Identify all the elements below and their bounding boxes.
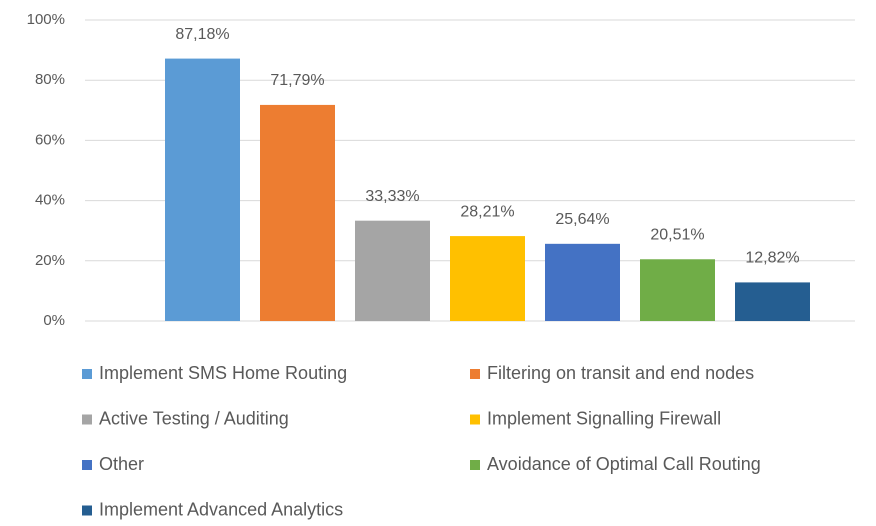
bar [165, 58, 240, 322]
y-tick-label: 20% [35, 252, 65, 269]
legend-swatch [470, 460, 480, 470]
y-tick-label: 40% [35, 192, 65, 209]
y-tick-label: 100% [27, 11, 65, 28]
legend-label: Implement Signalling Firewall [487, 408, 721, 428]
bar [640, 259, 715, 321]
legend-label: Implement SMS Home Routing [99, 363, 347, 383]
bar [450, 236, 525, 321]
bar [545, 243, 620, 321]
legend-label: Active Testing / Auditing [99, 408, 289, 428]
legend-swatch [82, 369, 92, 379]
legend-label: Implement Advanced Analytics [99, 499, 343, 519]
bar [260, 104, 335, 321]
legend-swatch [82, 460, 92, 470]
bar [735, 282, 810, 321]
legend-swatch [470, 369, 480, 379]
data-label: 71,79% [270, 72, 324, 89]
y-tick-label: 60% [35, 131, 65, 148]
data-label: 28,21% [460, 203, 514, 220]
y-tick-label: 80% [35, 71, 65, 88]
legend-swatch [82, 414, 92, 425]
data-label: 87,18% [175, 26, 229, 43]
legend-swatch [470, 414, 480, 425]
data-label: 25,64% [555, 211, 609, 228]
legend-swatch [82, 505, 92, 516]
y-tick-label: 0% [43, 312, 65, 329]
legend-label: Filtering on transit and end nodes [487, 363, 754, 383]
bar [355, 220, 430, 321]
data-label: 20,51% [650, 226, 704, 243]
data-label: 12,82% [745, 250, 799, 267]
legend-label: Other [99, 454, 144, 474]
legend-label: Avoidance of Optimal Call Routing [487, 454, 761, 474]
data-label: 33,33% [365, 188, 419, 205]
